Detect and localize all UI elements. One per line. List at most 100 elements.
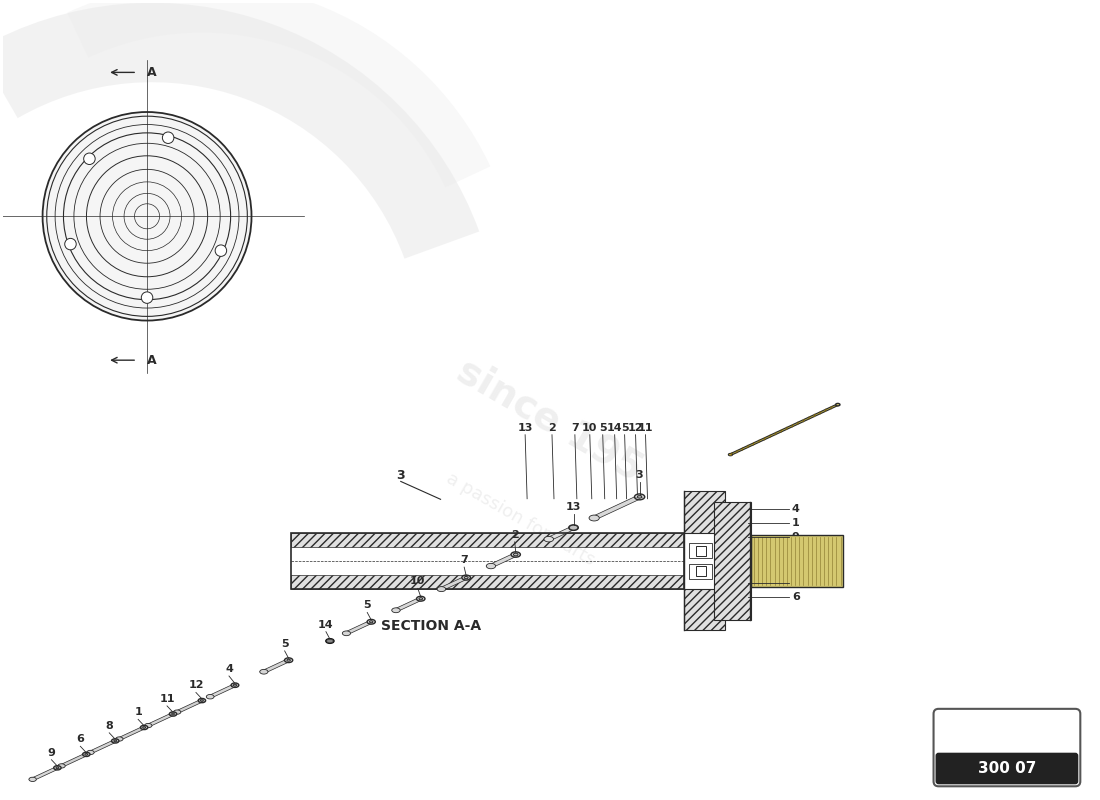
Ellipse shape <box>141 726 147 730</box>
Ellipse shape <box>216 245 227 256</box>
Bar <box>696 566 706 576</box>
Ellipse shape <box>82 752 90 757</box>
Polygon shape <box>590 497 645 518</box>
Text: 6: 6 <box>76 734 85 744</box>
Ellipse shape <box>231 683 239 687</box>
Ellipse shape <box>29 778 36 782</box>
Ellipse shape <box>43 112 252 321</box>
Ellipse shape <box>326 638 334 643</box>
Polygon shape <box>174 701 206 712</box>
Bar <box>684 491 725 533</box>
Text: 4: 4 <box>226 664 233 674</box>
Bar <box>690 543 712 558</box>
Text: 5: 5 <box>363 601 371 610</box>
Polygon shape <box>486 554 520 566</box>
Polygon shape <box>437 578 471 589</box>
Bar <box>696 546 706 556</box>
Bar <box>292 533 684 547</box>
Text: SECTION A-A: SECTION A-A <box>381 619 481 634</box>
FancyBboxPatch shape <box>934 709 1080 786</box>
Ellipse shape <box>419 598 422 600</box>
Ellipse shape <box>728 454 733 456</box>
Text: 2: 2 <box>510 530 518 540</box>
Ellipse shape <box>367 619 375 624</box>
Text: A: A <box>147 354 156 366</box>
Text: 300 07: 300 07 <box>978 761 1036 776</box>
Text: 1: 1 <box>792 518 800 528</box>
Polygon shape <box>342 622 375 634</box>
Text: 11: 11 <box>160 694 175 704</box>
Polygon shape <box>728 405 840 454</box>
Text: 9: 9 <box>47 748 55 758</box>
Ellipse shape <box>163 132 174 143</box>
Ellipse shape <box>437 586 446 592</box>
Ellipse shape <box>544 536 553 542</box>
Text: 14: 14 <box>607 422 623 433</box>
Ellipse shape <box>84 153 96 165</box>
Text: 12: 12 <box>628 422 643 433</box>
Text: 12: 12 <box>188 681 204 690</box>
Text: 9: 9 <box>792 532 800 542</box>
Ellipse shape <box>207 694 215 699</box>
Polygon shape <box>58 754 90 766</box>
Text: A: A <box>147 66 156 79</box>
Text: 8: 8 <box>792 578 800 588</box>
Ellipse shape <box>260 670 268 674</box>
Ellipse shape <box>569 525 579 530</box>
Ellipse shape <box>233 684 236 686</box>
Ellipse shape <box>111 738 119 743</box>
Ellipse shape <box>144 723 152 728</box>
FancyBboxPatch shape <box>935 753 1078 784</box>
Text: 8: 8 <box>106 721 113 731</box>
Ellipse shape <box>637 496 641 498</box>
Polygon shape <box>144 714 177 726</box>
Polygon shape <box>207 685 239 697</box>
Ellipse shape <box>462 575 471 580</box>
Text: 11: 11 <box>638 422 653 433</box>
Bar <box>751 535 843 586</box>
Ellipse shape <box>54 766 62 770</box>
Polygon shape <box>29 768 62 779</box>
Ellipse shape <box>169 712 177 716</box>
Ellipse shape <box>327 639 333 643</box>
Bar <box>714 502 751 620</box>
Polygon shape <box>392 598 425 610</box>
Ellipse shape <box>514 554 518 556</box>
Text: 6: 6 <box>792 592 800 602</box>
Ellipse shape <box>198 698 206 702</box>
Ellipse shape <box>464 577 469 578</box>
Ellipse shape <box>200 700 204 702</box>
Ellipse shape <box>836 403 840 406</box>
Text: 3: 3 <box>396 470 405 482</box>
Ellipse shape <box>116 737 123 741</box>
Polygon shape <box>116 727 147 739</box>
Bar <box>292 533 684 589</box>
Ellipse shape <box>486 563 496 569</box>
Polygon shape <box>87 741 119 753</box>
Ellipse shape <box>141 292 153 303</box>
Ellipse shape <box>392 608 400 613</box>
Text: 7: 7 <box>571 422 579 433</box>
Ellipse shape <box>172 713 175 715</box>
Text: 4: 4 <box>792 504 800 514</box>
Text: 13: 13 <box>517 422 532 433</box>
Text: 13: 13 <box>565 502 581 512</box>
Ellipse shape <box>512 552 520 558</box>
Text: 14: 14 <box>318 620 333 630</box>
Bar <box>292 574 684 589</box>
Ellipse shape <box>370 621 373 622</box>
Ellipse shape <box>570 525 578 530</box>
Ellipse shape <box>85 754 88 755</box>
Text: 10: 10 <box>410 576 426 586</box>
Bar <box>684 589 725 630</box>
Text: 10: 10 <box>582 422 597 433</box>
Ellipse shape <box>174 710 180 714</box>
Ellipse shape <box>342 631 351 636</box>
Ellipse shape <box>58 764 65 768</box>
Text: since 195: since 195 <box>450 351 650 488</box>
Ellipse shape <box>285 658 293 662</box>
Ellipse shape <box>56 767 58 769</box>
Text: 7: 7 <box>460 555 469 565</box>
Text: 5: 5 <box>620 422 628 433</box>
Polygon shape <box>544 528 579 539</box>
